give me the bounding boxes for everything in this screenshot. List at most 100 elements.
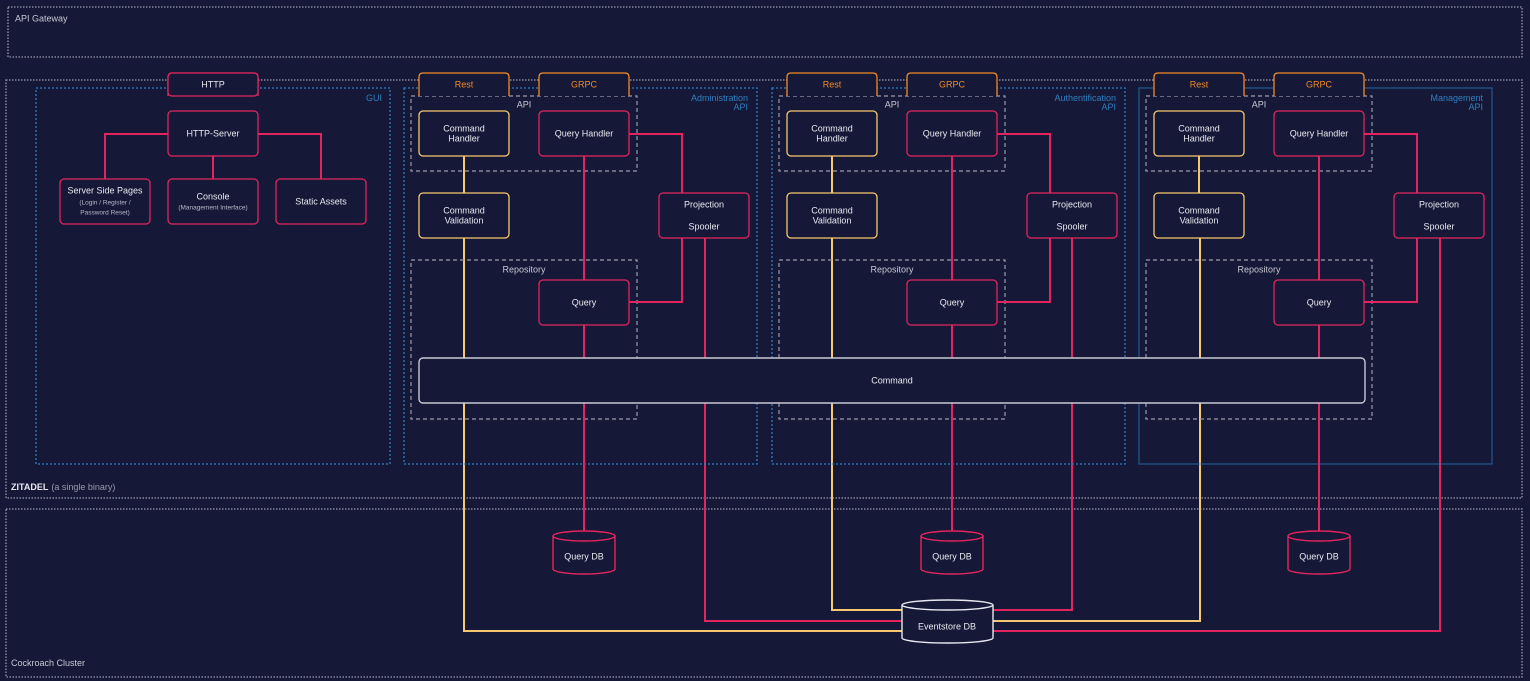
spooler-label: Spooler	[1423, 221, 1454, 231]
query-box	[906, 279, 998, 326]
http-server-label: HTTP-Server	[186, 128, 239, 138]
connector-queryhandler-projection	[997, 133, 1051, 193]
query-db	[552, 530, 616, 575]
query-label: Query	[1307, 297, 1332, 307]
grpc-tab	[538, 72, 630, 96]
query-db	[1287, 530, 1351, 575]
projection-spooler-box	[658, 192, 750, 239]
zitadel-label: ZITADEL (a single binary)	[11, 482, 115, 492]
rest-tab	[1153, 72, 1245, 96]
eventstore-db	[901, 599, 994, 644]
spooler-label: Spooler	[1056, 221, 1087, 231]
grpc-tab-label: GRPC	[1306, 79, 1333, 89]
api-group	[410, 95, 638, 172]
command-handler-line2: Handler	[1183, 133, 1215, 143]
command-validation-line1: Command	[443, 205, 485, 215]
query-db-label: Query DB	[1299, 551, 1339, 561]
command-handler-line2: Handler	[816, 133, 848, 143]
service-name-line2: API	[1101, 102, 1116, 112]
query-db-body	[552, 536, 616, 575]
console-sub: (Management Interface)	[178, 205, 247, 212]
query-db-top	[1287, 530, 1351, 542]
service-name-line1: Authentification	[1054, 93, 1116, 103]
repository-group	[1145, 259, 1373, 420]
rest-tab-label: Rest	[455, 79, 474, 89]
server-side-pages-sub2: Password Reset)	[80, 210, 130, 217]
query-db-top	[920, 530, 984, 542]
query-handler-box	[906, 110, 998, 157]
query-handler-label: Query Handler	[1290, 128, 1349, 138]
repository-label: Repository	[502, 264, 546, 274]
query-handler-box	[538, 110, 630, 157]
command-validation-line2: Validation	[445, 215, 484, 225]
projection-label: Projection	[684, 199, 724, 209]
repository-group	[778, 259, 1006, 420]
grpc-tab-label: GRPC	[939, 79, 966, 89]
service-name-line2: API	[1468, 102, 1483, 112]
http-tab-label: HTTP	[201, 79, 225, 89]
api-group-label: API	[1252, 99, 1267, 109]
api-gateway-label: API Gateway	[15, 13, 68, 23]
projection-label: Projection	[1419, 199, 1459, 209]
command-handler-line1: Command	[443, 123, 485, 133]
eventstore-db-body	[901, 605, 994, 644]
command-box	[418, 357, 1366, 404]
api-group-label: API	[517, 99, 532, 109]
command-label: Command	[871, 375, 913, 385]
zitadel-name: ZITADEL	[11, 482, 49, 492]
spooler-label: Spooler	[688, 221, 719, 231]
console-box	[167, 178, 259, 225]
command-validation-box	[1153, 192, 1245, 239]
http-tab-box	[167, 72, 259, 97]
rest-tab-label: Rest	[1190, 79, 1209, 89]
grpc-tab-label: GRPC	[571, 79, 598, 89]
connector-query-spooler	[629, 238, 683, 303]
grpc-tab	[1273, 72, 1365, 96]
cockroach-cluster-area	[5, 508, 1523, 678]
service-name-line2: API	[733, 102, 748, 112]
console-label: Console	[196, 191, 229, 201]
query-handler-label: Query Handler	[555, 128, 614, 138]
command-validation-box	[418, 192, 510, 239]
repository-label: Repository	[870, 264, 914, 274]
query-handler-box	[1273, 110, 1365, 157]
repository-group	[410, 259, 638, 420]
connector-query-spooler	[1364, 238, 1418, 303]
connector-queryhandler-projection	[629, 133, 683, 193]
command-handler-box	[418, 110, 510, 157]
static-assets-box	[275, 178, 367, 225]
query-db-body	[1287, 536, 1351, 575]
query-db	[920, 530, 984, 575]
command-validation-line2: Validation	[1180, 215, 1219, 225]
query-db-label: Query DB	[932, 551, 972, 561]
query-box	[538, 279, 630, 326]
zitadel-note: (a single binary)	[51, 482, 115, 492]
spooler-path-management	[993, 238, 1441, 632]
server-side-pages-label: Server Side Pages	[67, 185, 143, 195]
static-assets-label: Static Assets	[295, 196, 347, 206]
command-validation-box	[786, 192, 878, 239]
command-handler-box	[786, 110, 878, 157]
query-db-label: Query DB	[564, 551, 604, 561]
api-group	[1145, 95, 1373, 172]
query-box	[1273, 279, 1365, 326]
command-validation-line1: Command	[1178, 205, 1220, 215]
projection-label: Projection	[1052, 199, 1092, 209]
projection-spooler-box	[1026, 192, 1118, 239]
eventstore-db-top	[901, 599, 994, 611]
command-handler-line1: Command	[811, 123, 853, 133]
connector-server-ssp	[104, 133, 168, 179]
server-side-pages-sub1: (Login / Register /	[79, 200, 130, 207]
api-gateway-area	[7, 6, 1523, 58]
service-name-line1: Administration	[691, 93, 748, 103]
command-handler-box	[1153, 110, 1245, 157]
connector-queryhandler-projection	[1364, 133, 1418, 193]
grpc-tab	[906, 72, 998, 96]
command-handler-line2: Handler	[448, 133, 480, 143]
cockroach-cluster-label: Cockroach Cluster	[11, 658, 85, 668]
server-side-pages-box	[59, 178, 151, 225]
query-handler-label: Query Handler	[923, 128, 982, 138]
rest-tab	[418, 72, 510, 96]
command-handler-line1: Command	[1178, 123, 1220, 133]
